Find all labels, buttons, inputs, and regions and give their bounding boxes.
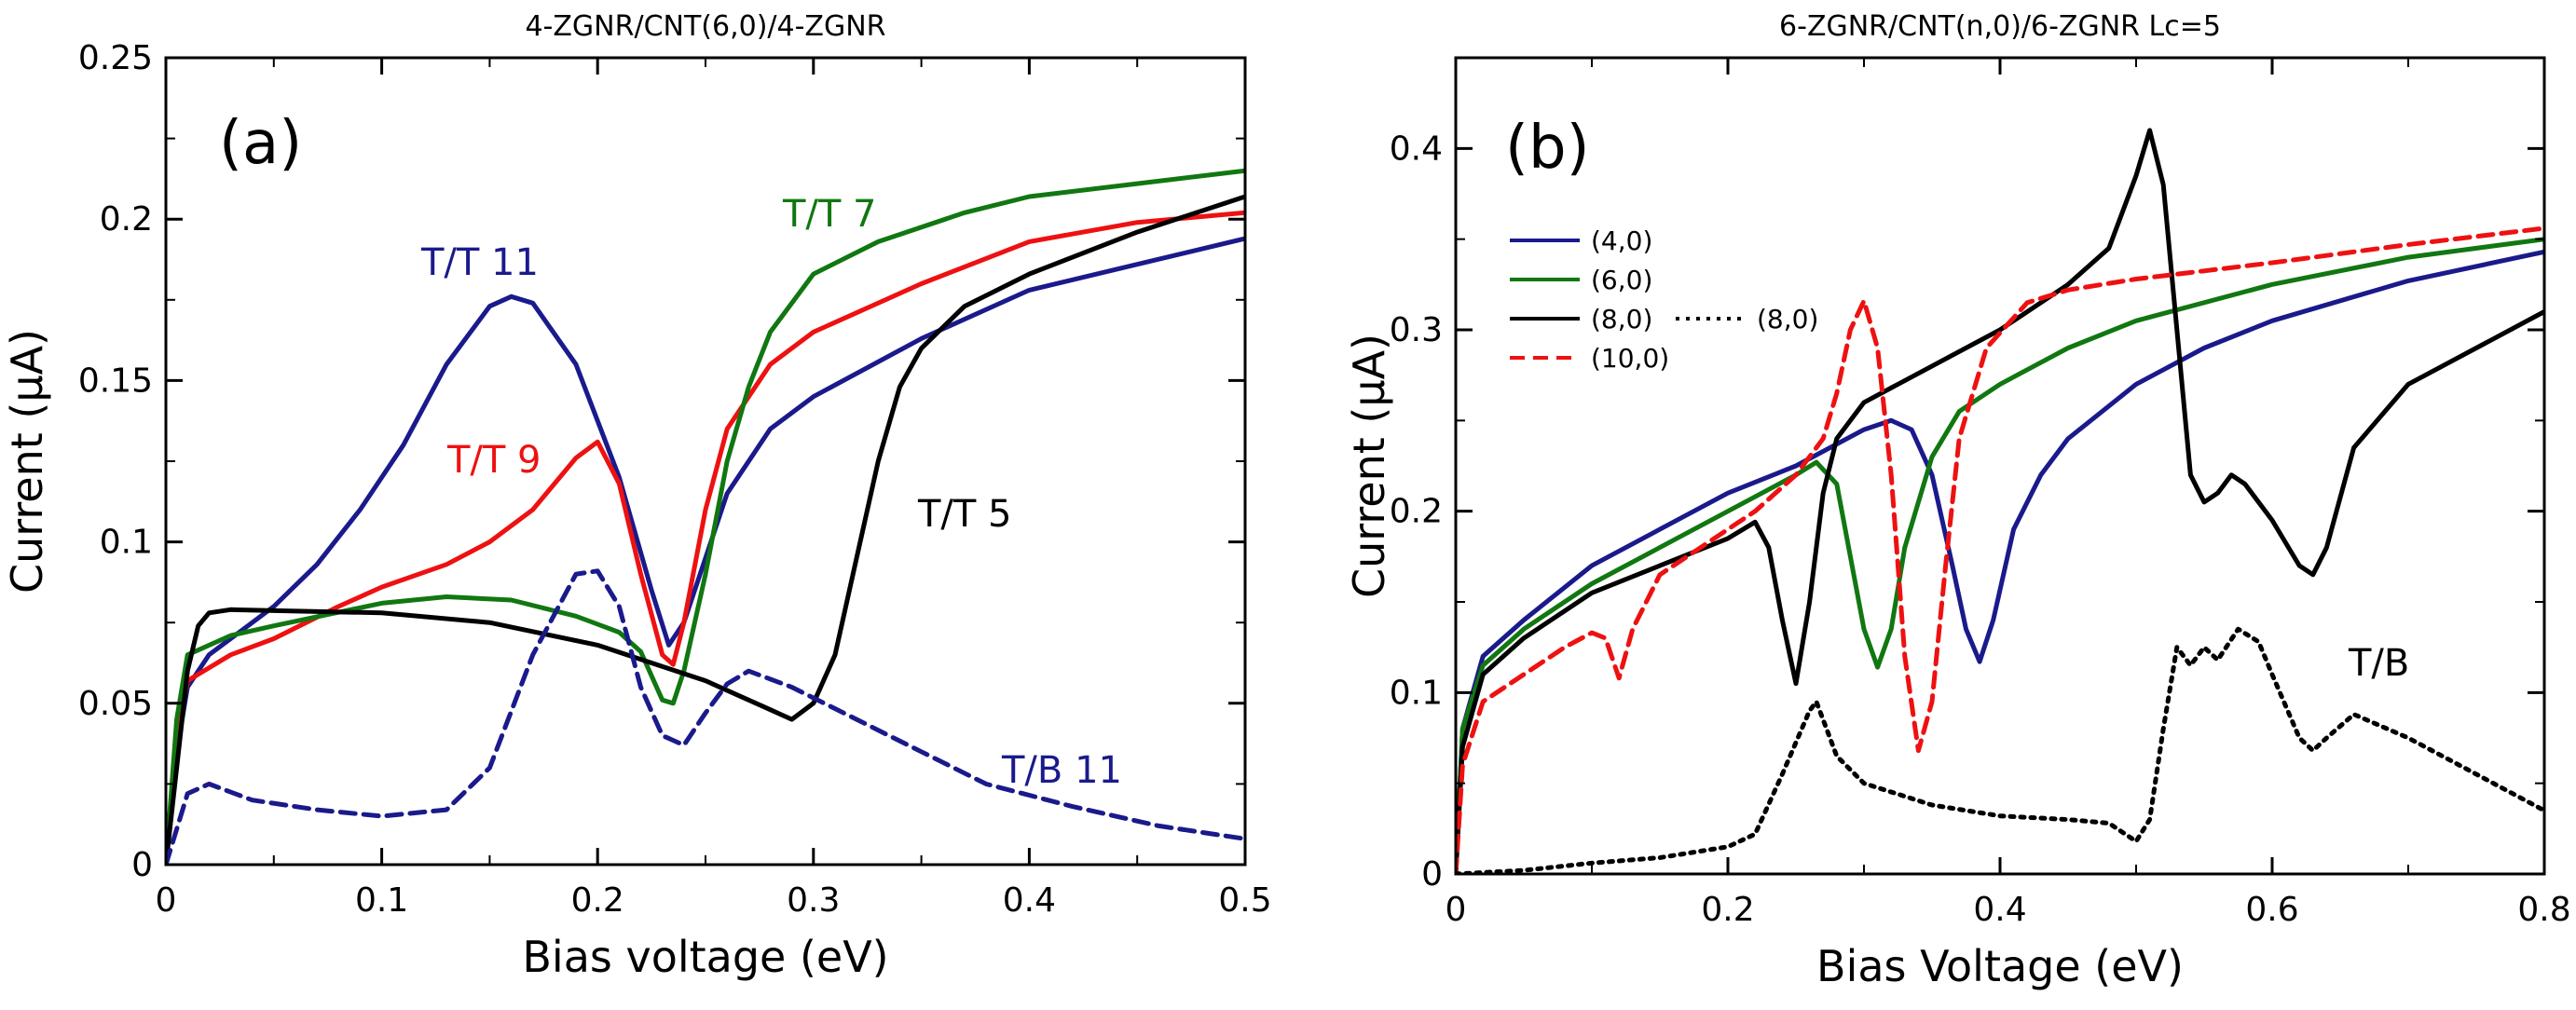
- series-line-4: [1456, 626, 2544, 874]
- series-line-0: [1456, 249, 2544, 874]
- x-tick-label: 0.2: [1701, 891, 1754, 929]
- y-tick-label: 0.4: [1390, 130, 1443, 168]
- series-line-3: [1456, 225, 2544, 874]
- x-tick-label: 0.4: [1003, 881, 1056, 920]
- panel-label: (a): [219, 109, 302, 178]
- series-annotation: T/B 11: [1001, 749, 1122, 792]
- x-tick-label: 0.1: [355, 881, 408, 920]
- series-line-2: [166, 168, 1245, 865]
- legend-label: (8,0): [1757, 304, 1818, 334]
- series-line-2: [1456, 128, 2544, 874]
- chart-title: 6-ZGNR/CNT(n,0)/6-ZGNR Lc=5: [1779, 10, 2221, 43]
- series-line-1: [1456, 237, 2544, 874]
- x-tick-label: 0.2: [571, 881, 624, 920]
- y-tick-label: 0.2: [100, 200, 153, 239]
- x-tick-label: 0: [156, 881, 177, 920]
- y-axis-label: Current (μA): [1344, 334, 1394, 598]
- x-tick-label: 0: [1446, 891, 1467, 929]
- x-axis-label: Bias voltage (eV): [522, 932, 888, 982]
- plot-frame: [1454, 56, 2546, 876]
- y-tick-label: 0: [131, 846, 153, 884]
- legend: (4,0) (6,0) (8,0) (8,0) (10,0): [1510, 225, 1818, 374]
- chart-title: 4-ZGNR/CNT(6,0)/4-ZGNR: [525, 10, 885, 43]
- x-tick-label: 0.8: [2517, 891, 2570, 929]
- y-tick-label: 0: [1421, 855, 1443, 894]
- series-annotation: T/T 9: [446, 439, 541, 482]
- panel-a: 4-ZGNR/CNT(6,0)/4-ZGNR 0 0.1 0.2 0.3 0.4 0.5 0 0…: [2, 10, 1272, 982]
- series-line-1: [166, 210, 1245, 865]
- panel-label: (b): [1505, 114, 1590, 183]
- series-annotation: T/B: [2348, 642, 2409, 685]
- legend-label: (6,0): [1591, 265, 1652, 295]
- series-annotation: T/T 11: [420, 241, 539, 284]
- series-annotation: T/T 5: [917, 493, 1012, 536]
- x-tick-label: 0.5: [1218, 881, 1271, 920]
- y-axis-label: Current (μA): [2, 329, 52, 594]
- x-tick-label: 0.4: [1973, 891, 2026, 929]
- plot-frame: [164, 56, 1247, 867]
- y-tick-label: 0.15: [78, 362, 153, 400]
- x-axis-label: Bias Voltage (eV): [1816, 941, 2184, 991]
- y-tick-label: 0.1: [100, 524, 153, 562]
- y-tick-label: 0.25: [78, 39, 153, 77]
- series-group: [1456, 128, 2544, 874]
- panel-b: 6-ZGNR/CNT(n,0)/6-ZGNR Lc=5 0 0.2 0.4 0.6 0.8…: [1344, 10, 2571, 991]
- y-tick-label: 0.1: [1390, 674, 1443, 712]
- legend-label: (10,0): [1591, 343, 1669, 374]
- series-line-3: [166, 194, 1245, 865]
- series-line-4: [166, 568, 1245, 865]
- series-annotation: T/T 7: [782, 193, 877, 236]
- y-tick-label: 0.3: [1390, 311, 1443, 349]
- series-group: [166, 168, 1245, 865]
- legend-label: (8,0): [1591, 304, 1652, 334]
- x-tick-label: 0.3: [787, 881, 840, 920]
- legend-label: (4,0): [1591, 225, 1652, 256]
- x-tick-label: 0.6: [2245, 891, 2298, 929]
- y-tick-label: 0.2: [1390, 493, 1443, 531]
- y-tick-label: 0.05: [78, 685, 153, 723]
